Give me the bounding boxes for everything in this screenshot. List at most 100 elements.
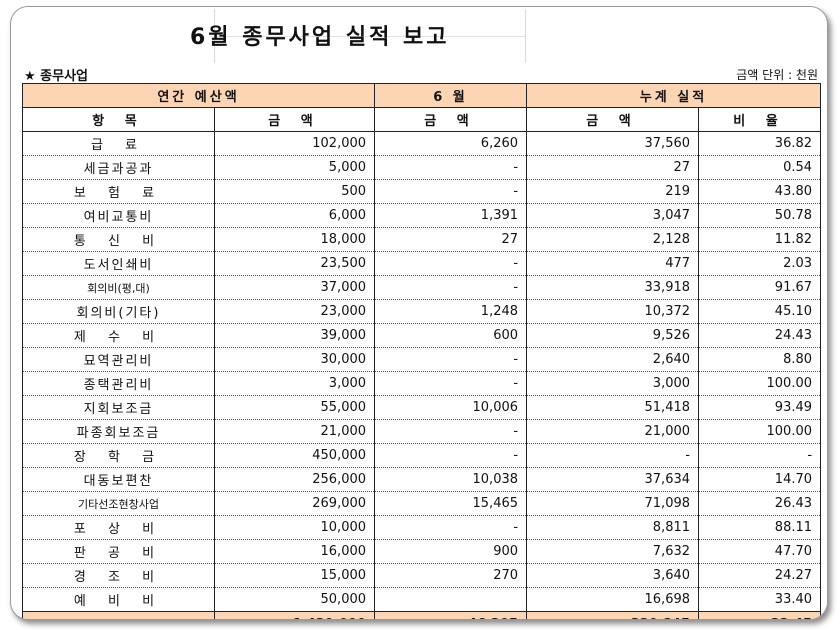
item-cell: 여비교통비 bbox=[22, 203, 215, 228]
table-row: 포 상 비 10,000-8,811 88.11 bbox=[22, 515, 822, 540]
budget-cell: 30,000 bbox=[213, 347, 376, 372]
month-cell: 900 bbox=[374, 539, 528, 564]
ratio-cell: 14.70 bbox=[698, 467, 822, 492]
table-row: 기타선조현창사업 269,000 15,465 71,098 26.43 bbox=[22, 491, 822, 516]
item-cell: 제 수 비 bbox=[22, 323, 215, 348]
column-header-cum-amount: 금 액 bbox=[526, 107, 700, 132]
budget-cell: 3,000 bbox=[213, 371, 376, 396]
cum-cell: 10,372 bbox=[526, 299, 700, 324]
table-row: 대동보편찬 256,000 10,038 37,634 14.70 bbox=[22, 467, 822, 492]
header-cumulative: 누계 실적 bbox=[526, 83, 822, 108]
ratio-cell: 8.80 bbox=[698, 347, 822, 372]
item-cell: 판 공 비 bbox=[22, 539, 215, 564]
table-body: 급 료 102,000 6,260 37,560 36.82 세금과공과 5,000-27 0… bbox=[22, 131, 822, 612]
table-row: 급 료 102,000 6,260 37,560 36.82 bbox=[22, 131, 822, 156]
cum-cell: 3,000 bbox=[526, 371, 700, 396]
budget-cell: 39,000 bbox=[213, 323, 376, 348]
table-row: 경 조 비 15,000 270 3,640 24.27 bbox=[22, 563, 822, 588]
budget-cell: 500 bbox=[213, 179, 376, 204]
cum-cell: 27 bbox=[526, 155, 700, 180]
ratio-cell: 26.43 bbox=[698, 491, 822, 516]
unit-label: 금액 단위 : 천원 bbox=[736, 68, 818, 82]
total-month: 46,205 bbox=[374, 611, 528, 619]
ratio-cell: 100.00 bbox=[698, 371, 822, 396]
table-row: 파종회보조금 21,000-21,000 100.00 bbox=[22, 419, 822, 444]
table-row: 여비교통비 6,000 1,391 3,047 50.78 bbox=[22, 203, 822, 228]
title-grid-cells bbox=[214, 9, 526, 63]
item-cell: 지회보조금 bbox=[22, 395, 215, 420]
item-cell: 회의비(기타) bbox=[22, 299, 215, 324]
slide-frame: 6월 종무사업 실적 보고 ★ 종무사업 금액 단위 : 천원 연간 예산액 6… bbox=[10, 6, 828, 620]
cum-cell: 51,418 bbox=[526, 395, 700, 420]
month-cell: - bbox=[374, 443, 528, 468]
ratio-cell: 2.03 bbox=[698, 251, 822, 276]
ratio-cell: - bbox=[698, 443, 822, 468]
month-cell: - bbox=[374, 275, 528, 300]
item-cell: 대동보편찬 bbox=[22, 467, 215, 492]
month-cell bbox=[374, 587, 528, 612]
cum-cell: 7,632 bbox=[526, 539, 700, 564]
budget-cell: 5,000 bbox=[213, 155, 376, 180]
item-cell: 장 학 금 bbox=[22, 443, 215, 468]
column-header-budget-amount: 금 액 bbox=[213, 107, 376, 132]
column-header-item: 항 목 bbox=[22, 107, 215, 132]
table-row: 보 험 료 500-219 43.80 bbox=[22, 179, 822, 204]
cum-cell: 16,698 bbox=[526, 587, 700, 612]
item-cell: 기타선조현창사업 bbox=[22, 491, 215, 516]
item-cell: 회의비(평,대) bbox=[22, 275, 215, 300]
cum-cell: 33,918 bbox=[526, 275, 700, 300]
cum-cell: 219 bbox=[526, 179, 700, 204]
ratio-cell: 36.82 bbox=[698, 131, 822, 156]
total-row: 계 1,429,000 46,205 320,845 22.45 bbox=[22, 611, 822, 619]
budget-cell: 256,000 bbox=[213, 467, 376, 492]
title-row: 6월 종무사업 실적 보고 bbox=[22, 9, 820, 63]
item-cell: 예 비 비 bbox=[22, 587, 215, 612]
cum-cell: 37,634 bbox=[526, 467, 700, 492]
table-row: 세금과공과 5,000-27 0.54 bbox=[22, 155, 822, 180]
ratio-cell: 45.10 bbox=[698, 299, 822, 324]
budget-cell: 450,000 bbox=[213, 443, 376, 468]
cum-cell: 71,098 bbox=[526, 491, 700, 516]
cum-cell: 8,811 bbox=[526, 515, 700, 540]
item-cell: 파종회보조금 bbox=[22, 419, 215, 444]
budget-cell: 10,000 bbox=[213, 515, 376, 540]
sub-header-row: ★ 종무사업 금액 단위 : 천원 bbox=[22, 65, 820, 86]
ratio-cell: 50.78 bbox=[698, 203, 822, 228]
item-cell: 보 험 료 bbox=[22, 179, 215, 204]
table-row: 회의비(평,대) 37,000-33,918 91.67 bbox=[22, 275, 822, 300]
month-cell: 600 bbox=[374, 323, 528, 348]
table-row: 회의비(기타) 23,000 1,248 10,372 45.10 bbox=[22, 299, 822, 324]
month-cell: - bbox=[374, 179, 528, 204]
month-cell: 10,006 bbox=[374, 395, 528, 420]
table-row: 도서인쇄비 23,500-477 2.03 bbox=[22, 251, 822, 276]
cum-cell: 3,640 bbox=[526, 563, 700, 588]
table-row: 지회보조금 55,000 10,006 51,418 93.49 bbox=[22, 395, 822, 420]
budget-cell: 50,000 bbox=[213, 587, 376, 612]
ratio-cell: 43.80 bbox=[698, 179, 822, 204]
month-cell: 15,465 bbox=[374, 491, 528, 516]
item-cell: 세금과공과 bbox=[22, 155, 215, 180]
ratio-cell: 24.43 bbox=[698, 323, 822, 348]
table-row: 통 신 비 18,000 27 2,128 11.82 bbox=[22, 227, 822, 252]
month-cell: 27 bbox=[374, 227, 528, 252]
ratio-cell: 88.11 bbox=[698, 515, 822, 540]
total-budget: 1,429,000 bbox=[213, 611, 376, 619]
table-row: 제 수 비 39,000 600 9,526 24.43 bbox=[22, 323, 822, 348]
month-cell: 1,391 bbox=[374, 203, 528, 228]
total-cum: 320,845 bbox=[526, 611, 700, 619]
month-cell: - bbox=[374, 515, 528, 540]
budget-cell: 16,000 bbox=[213, 539, 376, 564]
month-cell: - bbox=[374, 347, 528, 372]
header-month: 6 월 bbox=[374, 83, 528, 108]
report-title: 6월 종무사업 실적 보고 bbox=[190, 25, 450, 50]
table-row: 종택관리비 3,000-3,000 100.00 bbox=[22, 371, 822, 396]
item-cell: 경 조 비 bbox=[22, 563, 215, 588]
report-table: 연간 예산액 6 월 누계 실적 항 목 금 액 금 액 금 액 비 율 급 료… bbox=[21, 83, 822, 619]
cum-cell: 2,640 bbox=[526, 347, 700, 372]
month-cell: 6,260 bbox=[374, 131, 528, 156]
item-cell: 종택관리비 bbox=[22, 371, 215, 396]
budget-cell: 15,000 bbox=[213, 563, 376, 588]
column-header-month-amount: 금 액 bbox=[374, 107, 528, 132]
table-row: 판 공 비 16,000 900 7,632 47.70 bbox=[22, 539, 822, 564]
ratio-cell: 11.82 bbox=[698, 227, 822, 252]
